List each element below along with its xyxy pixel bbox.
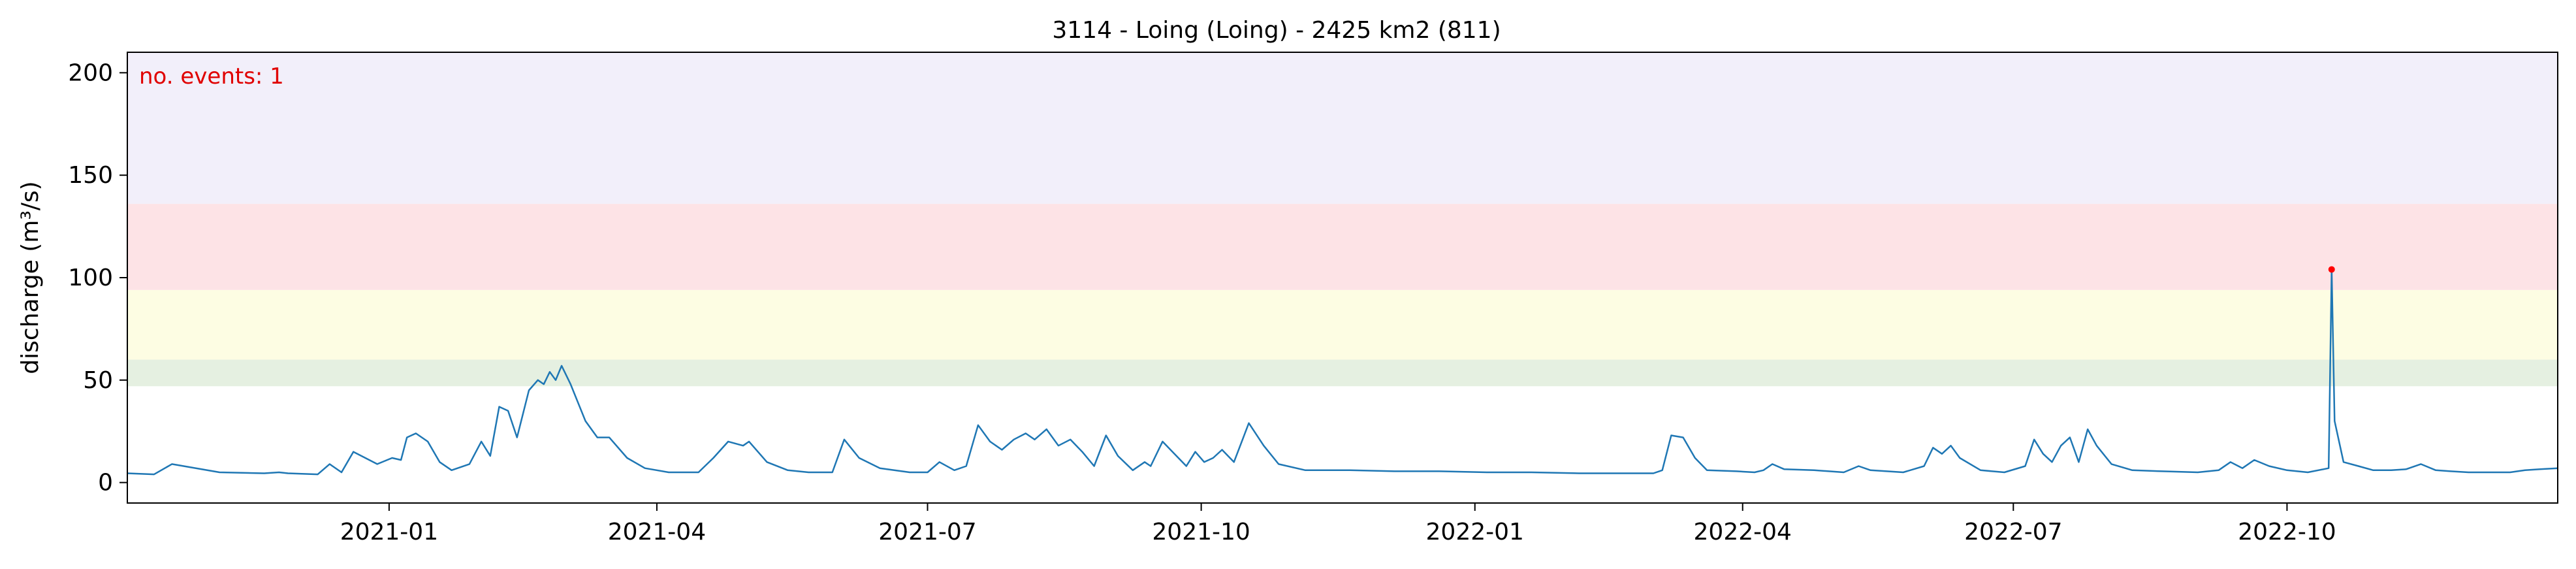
x-tick-label: 2022-04	[1694, 519, 1792, 545]
threshold-band-1	[127, 359, 2558, 387]
threshold-band-2	[127, 289, 2558, 360]
x-tick-label: 2021-07	[878, 519, 976, 545]
x-tick-label: 2021-04	[608, 519, 706, 545]
x-tick-label: 2021-01	[340, 519, 438, 545]
series-line-1	[127, 268, 2558, 476]
y-tick-label: 100	[68, 265, 113, 291]
event-marker	[2328, 266, 2335, 273]
threshold-band-4	[127, 52, 2558, 204]
events-layer	[2328, 266, 2335, 273]
chart-title: 3114 - Loing (Loing) - 2425 km2 (811)	[1052, 17, 1501, 44]
events-count-annotation: no. events: 1	[139, 63, 284, 89]
y-axis-label: discharge (m³/s)	[17, 181, 44, 374]
plot-frame	[127, 52, 2558, 504]
y-tick-label: 150	[68, 162, 113, 189]
y-tick-label: 50	[83, 367, 113, 394]
series-layer	[127, 268, 2558, 476]
x-tick-label: 2022-07	[1964, 519, 2062, 545]
y-tick-label: 200	[68, 59, 113, 86]
x-axis: 2021-01 2021-04 2021-07 2021-10 2022-01 2022-…	[340, 503, 2336, 545]
threshold-bands	[127, 52, 2558, 387]
x-tick-label: 2022-10	[2238, 519, 2336, 545]
threshold-band-3	[127, 204, 2558, 290]
y-tick-label: 0	[98, 470, 113, 496]
x-tick-label: 2022-01	[1426, 519, 1524, 545]
y-axis: 0 50 100 150 200	[68, 59, 127, 496]
x-tick-label: 2021-10	[1152, 519, 1250, 545]
